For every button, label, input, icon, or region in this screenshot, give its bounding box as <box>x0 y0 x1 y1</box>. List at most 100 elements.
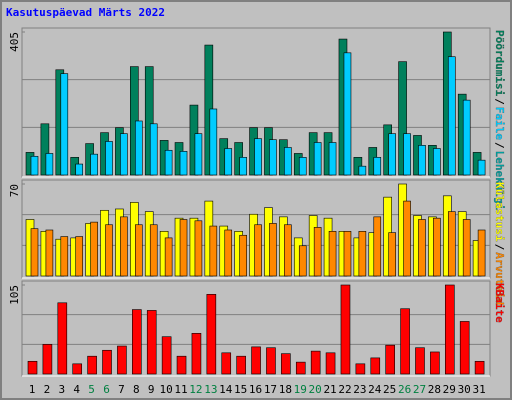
bar <box>40 123 50 176</box>
legend-separator: / <box>493 244 506 251</box>
bar <box>146 310 157 375</box>
bar <box>373 157 382 176</box>
bar <box>343 52 352 176</box>
bar <box>224 148 233 176</box>
bar <box>430 351 440 375</box>
bar <box>87 355 97 375</box>
bar <box>403 133 411 176</box>
y-tick-label: 405 <box>8 32 21 52</box>
bar <box>373 216 382 277</box>
legend-entry: KBaite <box>493 283 506 323</box>
bar <box>433 148 441 176</box>
bar <box>398 61 407 176</box>
bar <box>90 153 98 176</box>
x-tick-label: 25 <box>383 383 396 396</box>
bar <box>254 224 262 277</box>
x-tick-label: 31 <box>472 383 485 396</box>
bar <box>388 232 396 277</box>
x-tick-label: 1 <box>29 383 36 396</box>
x-tick-label: 22 <box>338 383 351 396</box>
bar <box>179 219 188 277</box>
bar <box>295 361 306 375</box>
bar <box>239 157 247 176</box>
bar <box>400 308 410 375</box>
x-tick-label: 13 <box>204 383 217 396</box>
bar <box>418 219 426 277</box>
legend-separator: / <box>493 98 506 105</box>
x-tick-label: 24 <box>368 383 382 396</box>
bar <box>57 302 68 375</box>
bar <box>206 294 217 375</box>
bar <box>117 345 127 375</box>
bar <box>447 211 456 277</box>
bar <box>328 142 337 176</box>
x-tick-label: 19 <box>294 383 307 396</box>
bar <box>313 227 322 277</box>
bar <box>105 224 113 277</box>
bar <box>444 284 455 375</box>
bar <box>269 223 277 277</box>
x-tick-label: 28 <box>428 383 441 396</box>
legend: KBaite <box>493 283 506 323</box>
bar <box>149 224 158 277</box>
bar <box>254 138 262 176</box>
bar <box>144 66 154 176</box>
bar <box>45 153 54 176</box>
bar <box>251 346 261 375</box>
bar <box>236 355 246 375</box>
bar <box>102 349 112 375</box>
bar <box>310 350 321 375</box>
bar <box>284 147 292 176</box>
bar <box>313 142 322 176</box>
bar <box>75 163 84 176</box>
bar <box>462 99 471 176</box>
bar <box>209 108 218 176</box>
bar <box>239 234 247 277</box>
x-tick-label: 30 <box>458 383 471 396</box>
bar <box>45 229 54 277</box>
bar <box>269 139 277 176</box>
x-tick-label: 5 <box>88 383 95 396</box>
x-tick-label: 12 <box>189 383 202 396</box>
x-tick-label: 2 <box>44 383 51 396</box>
bar <box>418 145 426 176</box>
bar <box>281 353 291 375</box>
bar <box>224 229 233 277</box>
legend-entry: Faile <box>493 107 506 140</box>
bar <box>358 231 367 277</box>
bar <box>132 309 142 375</box>
bar <box>75 236 84 277</box>
bar <box>477 159 486 176</box>
x-tick-label: 8 <box>133 383 140 396</box>
bar <box>120 216 128 277</box>
x-tick-label: 27 <box>413 383 426 396</box>
x-tick-label: 20 <box>309 383 322 396</box>
bar <box>149 123 158 176</box>
bar <box>191 333 202 375</box>
x-tick-label: 21 <box>323 383 336 396</box>
chart-title: Kasutuspäevad Märts 2022 <box>6 6 165 19</box>
legend-entry: Külastusi <box>493 182 506 242</box>
x-tick-label: 14 <box>219 383 233 396</box>
bar <box>343 231 352 277</box>
legend-separator: / <box>493 142 506 149</box>
bar <box>42 344 53 375</box>
x-tick-label: 29 <box>443 383 456 396</box>
bar <box>298 157 307 176</box>
bar <box>72 363 83 375</box>
bar <box>30 228 39 277</box>
x-tick-label: 4 <box>73 383 80 396</box>
bar <box>298 245 307 277</box>
bar <box>385 344 395 375</box>
bar <box>209 225 218 277</box>
legend-entry: Arvuteid <box>493 252 506 305</box>
x-tick-label: 11 <box>174 383 187 396</box>
bar <box>105 141 113 176</box>
bar <box>459 321 470 375</box>
bar <box>447 56 456 176</box>
bar <box>30 155 39 176</box>
x-tick-label: 9 <box>148 383 155 396</box>
bar <box>60 236 69 277</box>
bar <box>415 347 425 375</box>
